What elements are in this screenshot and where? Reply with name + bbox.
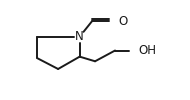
Text: N: N	[75, 30, 84, 43]
Text: OH: OH	[138, 44, 156, 57]
Text: O: O	[118, 15, 127, 28]
